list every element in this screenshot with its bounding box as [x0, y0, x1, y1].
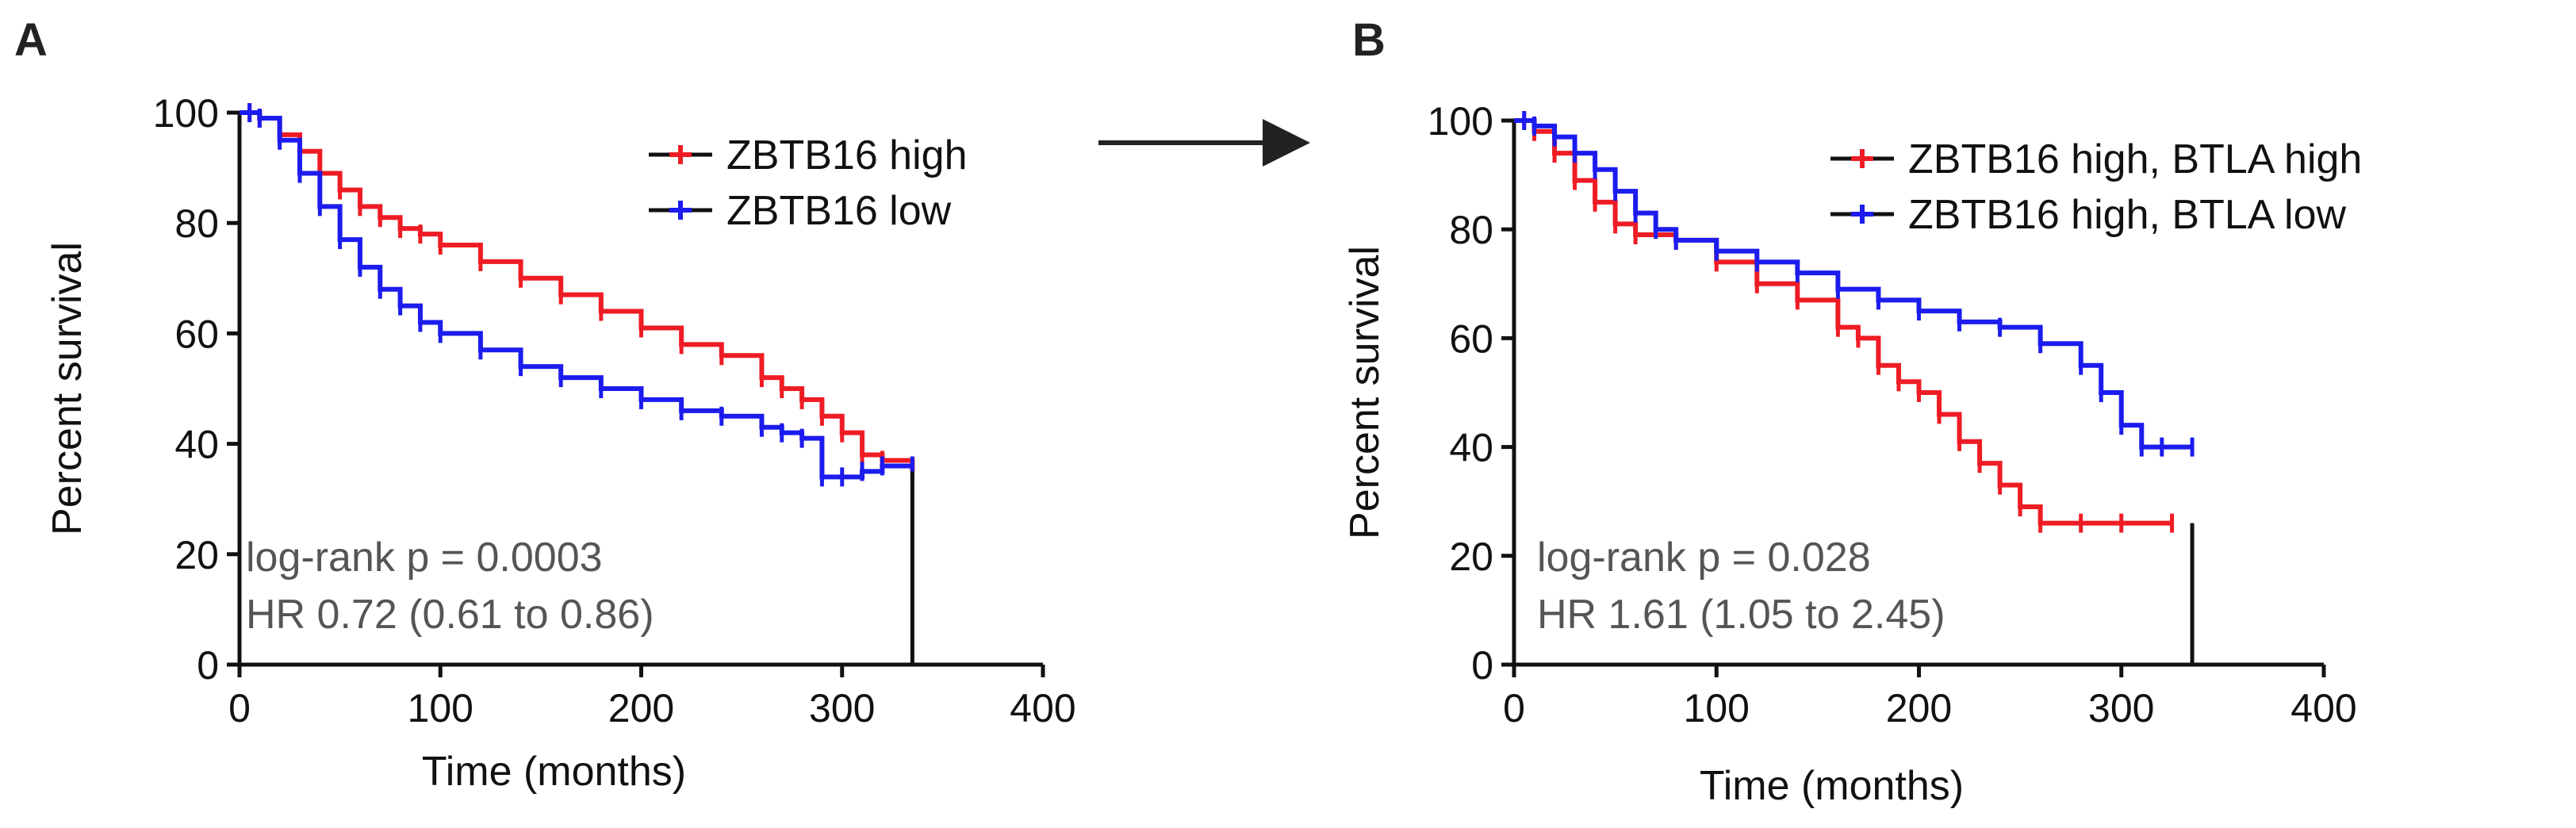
y-axis-title: Percent survival [44, 242, 90, 535]
x-tick-label: 400 [2290, 686, 2356, 730]
legend-item: ZBTB16 high, BTLA high [1830, 136, 2362, 182]
y-tick-label: 0 [197, 643, 219, 688]
hazard-ratio-annotation: HR 0.72 (0.61 to 0.86) [246, 592, 654, 638]
y-tick-label: 0 [1471, 643, 1493, 688]
panel-b-chart: B 0 100 200 300 400 0 20 40 60 80 100 Time (months)… [1342, 14, 2362, 809]
y-tick-label: 100 [153, 91, 219, 136]
legend-label: ZBTB16 low [726, 188, 952, 234]
y-tick-label: 100 [1428, 99, 1493, 144]
legend-label: ZBTB16 high, BTLA high [1908, 136, 2362, 182]
y-tick-label: 40 [1449, 426, 1493, 470]
y-tick-label: 80 [174, 201, 219, 246]
x-tick-label: 300 [809, 686, 875, 730]
y-tick-label: 60 [174, 312, 219, 356]
y-axis-title: Percent survival [1342, 246, 1388, 539]
x-axis-title: Time (months) [422, 749, 686, 795]
legend-label: ZBTB16 high, BTLA low [1908, 192, 2346, 238]
x-tick-label: 0 [1503, 686, 1525, 730]
panel-a-chart: A 0 100 200 300 400 0 20 40 60 80 100 Time (months)… [14, 14, 1076, 795]
x-tick-label: 0 [228, 686, 251, 730]
x-tick-label: 300 [2088, 686, 2154, 730]
legend-item: ZBTB16 low [649, 188, 952, 234]
x-tick-label: 100 [408, 686, 473, 730]
y-tick-label: 60 [1449, 316, 1493, 361]
hazard-ratio-annotation: HR 1.61 (1.05 to 2.45) [1537, 592, 1945, 638]
x-tick-label: 400 [1010, 686, 1075, 730]
panel-b-letter: B [1352, 14, 1386, 66]
legend-label: ZBTB16 high [726, 132, 968, 178]
legend-item: ZBTB16 high, BTLA low [1830, 192, 2346, 238]
y-tick-label: 80 [1449, 208, 1493, 252]
y-tick-label: 40 [174, 423, 219, 467]
panel-a-letter: A [14, 14, 48, 66]
x-tick-label: 200 [608, 686, 674, 730]
x-axis-title: Time (months) [1700, 763, 1964, 809]
x-tick-label: 100 [1684, 686, 1750, 730]
log-rank-annotation: log-rank p = 0.028 [1537, 535, 1871, 581]
legend-item: ZBTB16 high [649, 132, 968, 178]
y-tick-label: 20 [1449, 535, 1493, 579]
x-tick-label: 200 [1886, 686, 1952, 730]
log-rank-annotation: log-rank p = 0.0003 [246, 535, 603, 581]
y-tick-label: 20 [174, 533, 219, 577]
